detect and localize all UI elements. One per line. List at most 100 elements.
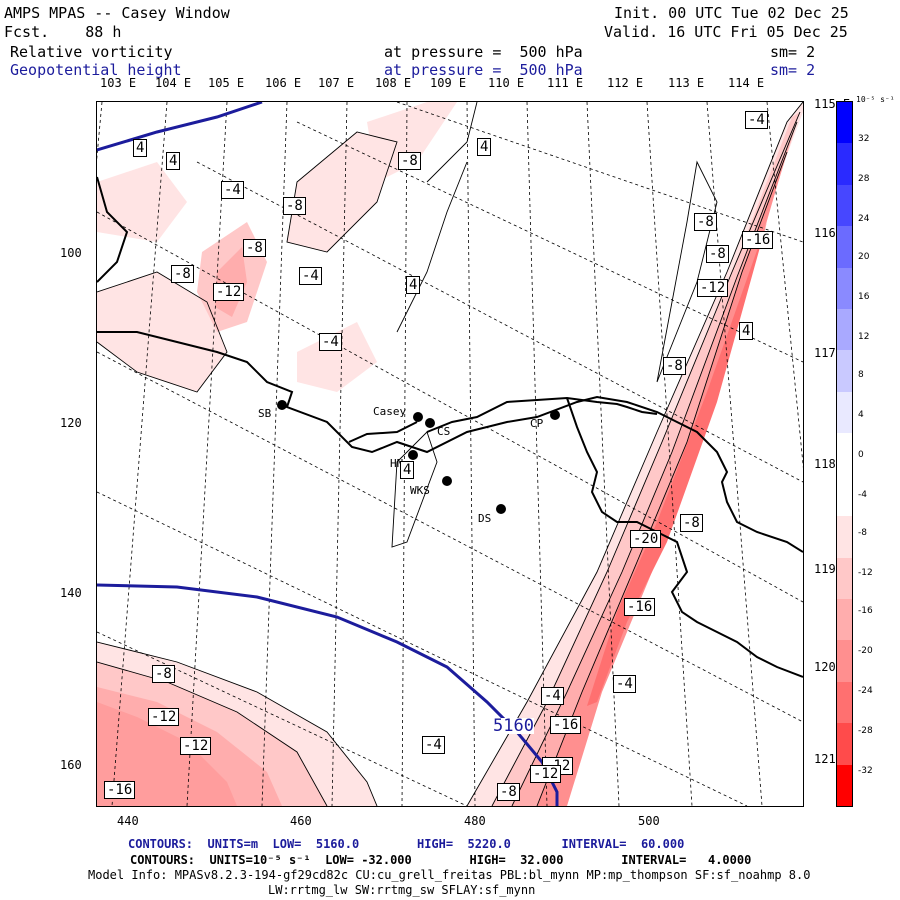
field2-level: at pressure = 500 hPa bbox=[384, 61, 583, 79]
field1-name: Relative vorticity bbox=[10, 43, 173, 61]
init-time: Init. 00 UTC Tue 02 Dec 25 bbox=[614, 4, 849, 22]
station-label: HN bbox=[390, 457, 404, 470]
vorticity-contour-label: -8 bbox=[243, 239, 266, 257]
model-title: AMPS MPAS -- Casey Window bbox=[4, 4, 230, 22]
vorticity-contour-label: -8 bbox=[663, 357, 686, 375]
vorticity-contour-label: 4 bbox=[400, 461, 415, 479]
colorbar-cell bbox=[837, 309, 852, 351]
lon-label-top: 104 E bbox=[155, 76, 192, 90]
vorticity-contour-label: -16 bbox=[550, 716, 582, 734]
station-dot bbox=[496, 504, 506, 514]
colorbar-label: -4 bbox=[858, 490, 867, 500]
station-dot bbox=[413, 412, 423, 422]
vorticity-contour-label: -8 bbox=[497, 783, 520, 801]
coastline bbox=[97, 176, 803, 678]
vorticity-contour-label: -4 bbox=[613, 675, 636, 693]
colorbar-label: -28 bbox=[858, 726, 873, 736]
vorticity-contour-label: -8 bbox=[171, 265, 194, 283]
vorticity-contour-label: -8 bbox=[283, 197, 306, 215]
colorbar-label: -8 bbox=[858, 528, 867, 538]
valid-time: Valid. 16 UTC Fri 05 Dec 25 bbox=[604, 23, 848, 41]
colorbar-cell bbox=[837, 350, 852, 393]
y-tick-label: 160 bbox=[60, 758, 82, 772]
vorticity-contour-label: -4 bbox=[221, 181, 244, 199]
station-label: WKS bbox=[410, 484, 430, 497]
footer-radiation-info: LW:rrtmg_lw SW:rrtmg_sw SFLAY:sf_mynn bbox=[268, 883, 536, 897]
station-label: CS bbox=[437, 425, 451, 438]
lon-label-top: 103 E bbox=[100, 76, 137, 90]
station-label: CP bbox=[530, 417, 544, 430]
x-tick-label: 500 bbox=[638, 814, 660, 828]
vorticity-contour-label: 4 bbox=[477, 138, 492, 156]
vorticity-contour-label: -8 bbox=[706, 245, 729, 263]
station-dot bbox=[408, 450, 418, 460]
forecast-hour: Fcst. 88 h bbox=[4, 23, 122, 41]
vorticity-contour-label: -8 bbox=[152, 665, 175, 683]
lon-label-top: 108 E bbox=[375, 76, 412, 90]
vorticity-contour-label: 4 bbox=[166, 152, 181, 170]
lon-label-top: 112 E bbox=[607, 76, 644, 90]
colorbar-label: 16 bbox=[858, 292, 870, 302]
colorbar-label: -20 bbox=[858, 646, 873, 656]
colorbar-cell bbox=[837, 723, 852, 766]
y-tick-label: 140 bbox=[60, 586, 82, 600]
colorbar-label: 4 bbox=[858, 410, 864, 420]
colorbar-cell bbox=[837, 516, 852, 559]
vorticity-contour-label: 4 bbox=[406, 276, 421, 294]
colorbar-cell bbox=[837, 557, 852, 600]
lon-label-top: 111 E bbox=[547, 76, 584, 90]
station-dot bbox=[277, 400, 287, 410]
colorbar-label: 24 bbox=[858, 214, 870, 224]
vorticity-contour-label: -4 bbox=[745, 111, 768, 129]
colorbar-label: 0 bbox=[858, 450, 864, 460]
footer-model-info: Model Info: MPASv8.2.3-194-gf29cd82c CU:… bbox=[88, 868, 811, 882]
station-label: Casey bbox=[373, 405, 407, 418]
station-label: SB bbox=[258, 407, 272, 420]
vorticity-shading bbox=[97, 102, 803, 806]
vorticity-contour-label: -12 bbox=[697, 279, 729, 297]
footer-vorticity-contours: CONTOURS: UNITS=10⁻⁵ s⁻¹ LOW= -32.000 HI… bbox=[130, 853, 752, 867]
footer-height-contours: CONTOURS: UNITS=m LOW= 5160.0 HIGH= 5220… bbox=[128, 837, 685, 851]
lon-label-top: 113 E bbox=[668, 76, 705, 90]
vorticity-contour-label: -4 bbox=[541, 687, 564, 705]
lon-label-top: 109 E bbox=[430, 76, 467, 90]
colorbar-cell bbox=[837, 474, 852, 517]
station-label: DS bbox=[478, 512, 492, 525]
colorbar-label: 8 bbox=[858, 370, 864, 380]
colorbar-cell bbox=[837, 226, 852, 269]
colorbar-cell bbox=[837, 143, 852, 186]
map-panel bbox=[96, 101, 804, 807]
y-tick-label: 120 bbox=[60, 416, 82, 430]
lon-label-top: 110 E bbox=[488, 76, 525, 90]
colorbar-cell bbox=[837, 184, 852, 227]
vorticity-contour-label: 4 bbox=[133, 139, 148, 157]
field2-name: Geopotential height bbox=[10, 61, 182, 79]
graticule bbox=[97, 102, 803, 806]
vorticity-contour-label: -16 bbox=[742, 231, 774, 249]
vorticity-contour-label: -12 bbox=[148, 708, 180, 726]
colorbar-cell bbox=[837, 267, 852, 310]
lon-label-top: 106 E bbox=[265, 76, 302, 90]
x-tick-label: 460 bbox=[290, 814, 312, 828]
colorbar-label: 20 bbox=[858, 252, 870, 262]
vorticity-contour-label: -8 bbox=[680, 514, 703, 532]
vorticity-contour-label: -4 bbox=[422, 736, 445, 754]
vorticity-contour-label: -20 bbox=[630, 530, 662, 548]
colorbar-cell bbox=[837, 102, 852, 144]
colorbar-label: 12 bbox=[858, 332, 870, 342]
field1-smoothing: sm= 2 bbox=[770, 43, 816, 61]
vorticity-contour-label: -8 bbox=[694, 213, 717, 231]
field1-level: at pressure = 500 hPa bbox=[384, 43, 583, 61]
vorticity-contour-label: -16 bbox=[104, 781, 136, 799]
vorticity-contour-label: -16 bbox=[624, 598, 656, 616]
colorbar-label: 32 bbox=[858, 134, 870, 144]
station-dot bbox=[550, 410, 560, 420]
colorbar-cell bbox=[837, 391, 852, 434]
colorbar-label: 28 bbox=[858, 174, 870, 184]
lon-label-top: 114 E bbox=[728, 76, 765, 90]
map-canvas bbox=[97, 102, 803, 806]
vorticity-contour-label: -8 bbox=[398, 152, 421, 170]
colorbar-label: -16 bbox=[858, 606, 873, 616]
colorbar-cell bbox=[837, 681, 852, 724]
vorticity-contour-label: -12 bbox=[530, 765, 562, 783]
